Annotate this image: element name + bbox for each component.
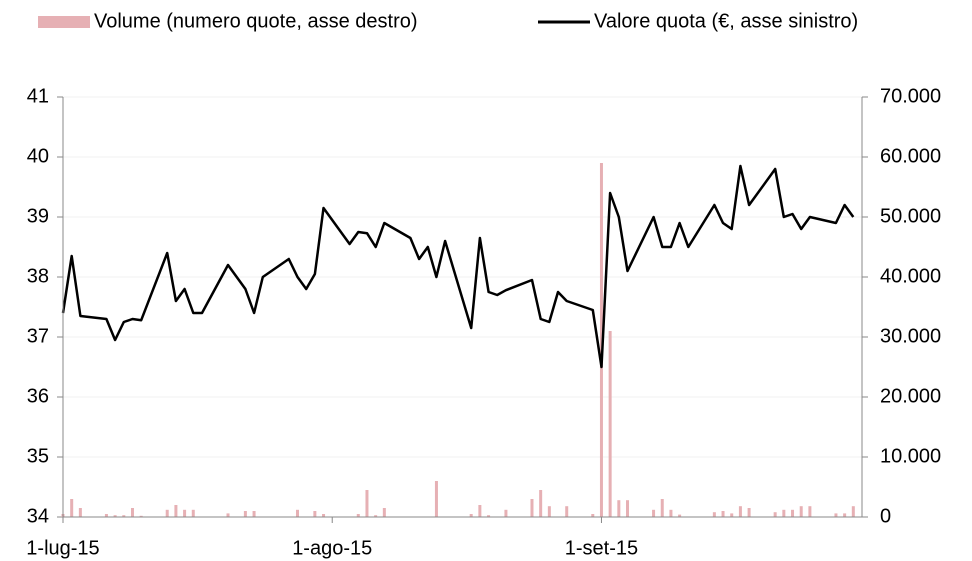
volume-bar (183, 509, 187, 517)
volume-bar (122, 515, 126, 517)
y2-tick-label: 30.000 (880, 325, 941, 347)
volume-bar (191, 509, 195, 517)
volume-bar (669, 509, 673, 517)
y2-tick-label: 10.000 (880, 445, 941, 467)
volume-bar (130, 508, 134, 517)
volume-bar (113, 515, 117, 517)
price-line (61, 164, 855, 369)
volume-bar (843, 513, 847, 517)
volume-bar (626, 500, 630, 517)
x-tick-label: 1-set-15 (565, 537, 638, 559)
volume-bar (356, 514, 360, 517)
volume-bar (565, 506, 569, 517)
volume-bar (252, 511, 256, 517)
legend-label: Valore quota (€, asse sinistro) (594, 10, 858, 32)
y2-tick-label: 40.000 (880, 265, 941, 287)
y2-tick-label: 50.000 (880, 205, 941, 227)
volume-bar (539, 490, 543, 517)
y-tick-label: 38 (27, 265, 49, 287)
volume-bar (782, 509, 786, 517)
volume-bar (139, 515, 143, 517)
volume-bar (487, 515, 491, 517)
volume-bar (747, 508, 751, 517)
volume-bar (365, 490, 369, 517)
volume-bar (791, 509, 795, 517)
y-tick-label: 37 (27, 325, 49, 347)
volume-bar (652, 509, 656, 517)
volume-bar (608, 331, 612, 517)
volume-bar (70, 499, 74, 517)
y2-tick-label: 20.000 (880, 385, 941, 407)
volume-bar (382, 508, 386, 517)
volume-bar (678, 514, 682, 517)
volume-bar (617, 500, 621, 517)
volume-bar (660, 499, 664, 517)
volume-bar (313, 511, 317, 517)
x-tick-label: 1-lug-15 (26, 537, 99, 559)
volume-bar (243, 511, 247, 517)
y2-tick-label: 60.000 (880, 145, 941, 167)
volume-bar (174, 505, 178, 517)
y-tick-label: 41 (27, 85, 49, 107)
volume-bar (547, 506, 551, 517)
y-tick-label: 34 (27, 505, 49, 527)
volume-bar (504, 509, 508, 517)
volume-bar (730, 513, 734, 517)
volume-bar (834, 513, 838, 517)
volume-bar (478, 505, 482, 517)
volume-bar (712, 512, 716, 517)
volume-bar (374, 515, 378, 517)
volume-bar (434, 481, 438, 517)
volume-bar (799, 506, 803, 517)
volume-bar (469, 514, 473, 517)
volume-bar (599, 163, 603, 517)
volume-bar (530, 499, 534, 517)
volume-bar (322, 514, 326, 517)
volume-bar (295, 509, 299, 517)
volume-bar (721, 511, 725, 517)
volume-bar (808, 506, 812, 517)
y2-tick-label: 70.000 (880, 85, 941, 107)
y-tick-label: 39 (27, 205, 49, 227)
volume-bar (104, 514, 108, 517)
volume-bar (226, 513, 230, 517)
x-tick-label: 1-ago-15 (292, 537, 372, 559)
volume-bar (738, 506, 742, 517)
legend-swatch (38, 16, 90, 28)
y-tick-label: 40 (27, 145, 49, 167)
y-tick-label: 35 (27, 445, 49, 467)
volume-bar (591, 514, 595, 517)
volume-bar (78, 508, 82, 517)
y2-tick-label: 0 (880, 505, 891, 527)
volume-bar (165, 509, 169, 517)
volume-bar (773, 512, 777, 517)
volume-bar (851, 506, 855, 517)
y-tick-label: 36 (27, 385, 49, 407)
legend-label: Volume (numero quote, asse destro) (94, 10, 418, 32)
